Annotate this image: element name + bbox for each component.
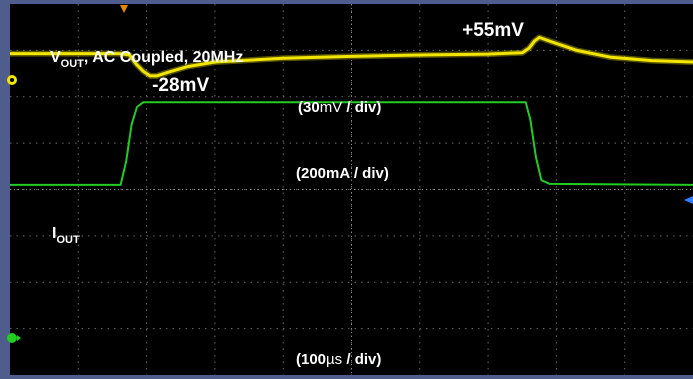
series-1-scale-label: (30mV / div) — [298, 99, 381, 116]
series-1-label: VOUT, AC Coupled, 20MHz — [50, 49, 243, 70]
annotation-undershoot: -28mV — [152, 75, 209, 96]
channel-2-ground-marker — [7, 333, 21, 343]
left-frame — [0, 0, 10, 379]
time-scale-label: (100µs / div) — [296, 351, 381, 368]
series-1-trace — [10, 35, 693, 78]
bottom-frame — [10, 375, 693, 379]
series-2-trace — [10, 101, 693, 186]
trigger-position-marker — [120, 5, 128, 13]
series-2-scale-label: (200mA / div) — [296, 165, 389, 182]
series-2-label: IOUT — [52, 225, 80, 246]
top-frame — [10, 0, 693, 4]
trigger-level-marker — [684, 196, 693, 204]
traces — [10, 34, 693, 186]
annotation-overshoot: +55mV — [462, 20, 524, 41]
channel-1-ground-marker — [7, 75, 17, 85]
